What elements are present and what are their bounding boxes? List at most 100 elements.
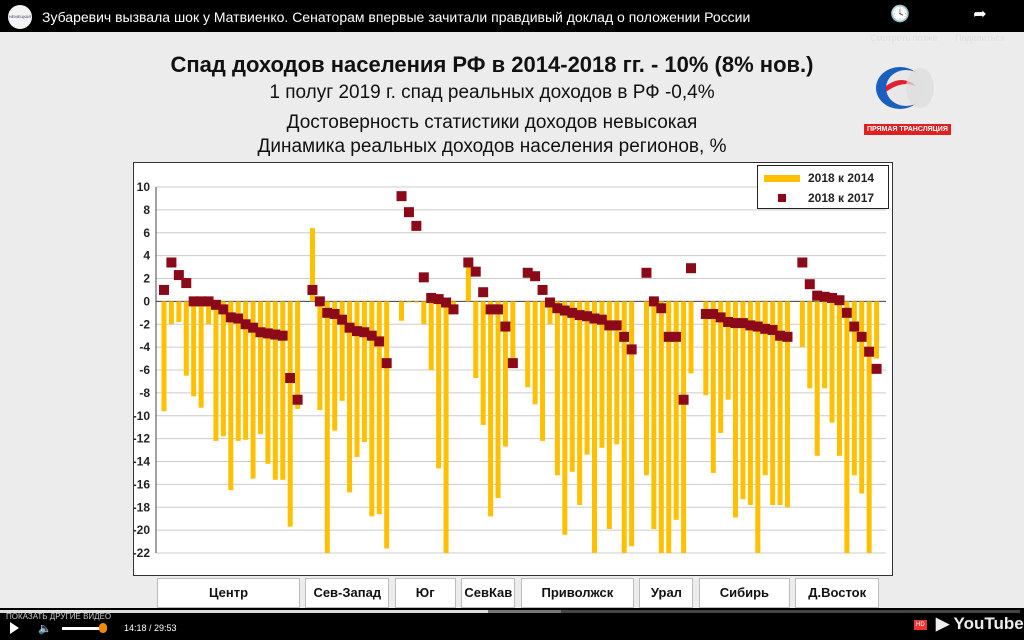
point [834, 295, 845, 306]
bar [465, 262, 471, 302]
point [159, 284, 169, 295]
point [374, 336, 385, 347]
bar [161, 301, 167, 412]
bar [606, 301, 612, 529]
bar [510, 301, 516, 359]
point [396, 191, 407, 202]
bar [874, 301, 880, 359]
bar [844, 301, 850, 553]
point [255, 327, 266, 338]
channel-avatar[interactable]: НЕМЕЦКАЯ ДОСТОВЕРНОСТЬ [8, 5, 32, 29]
video-title-bar: НЕМЕЦКАЯ ДОСТОВЕРНОСТЬ Зубаревич вызвала… [0, 0, 1024, 43]
bar [562, 301, 568, 535]
bar [569, 301, 575, 472]
y-tick-label: 2 [143, 272, 150, 286]
region-label: Сибирь [698, 578, 790, 608]
bar [592, 301, 598, 553]
y-tick-label: -22 [134, 546, 150, 560]
point [827, 292, 838, 303]
bar [206, 301, 212, 325]
progress-bar[interactable] [0, 610, 1020, 613]
point [663, 331, 674, 342]
bar [621, 301, 627, 553]
bar [421, 301, 427, 325]
share-label: Поделиться [955, 33, 1005, 43]
point [797, 257, 808, 268]
bar [317, 301, 323, 411]
chart-area: 10 8 6 4 2 0 -2 -4 -6 -8 -10 -12 -14 -16 -18 -20 -22 [133, 162, 893, 576]
bar [710, 301, 716, 473]
point [225, 312, 236, 323]
time-display: 14:18 / 29:53 [124, 623, 177, 633]
region-label: Урал [639, 578, 694, 608]
bar [540, 301, 546, 441]
play-button[interactable] [10, 622, 19, 634]
video-title[interactable]: Зубаревич вызвала шок у Матвиенко. Сенат… [42, 9, 751, 25]
bar [265, 301, 271, 464]
point [760, 323, 771, 334]
point [188, 296, 199, 307]
point [849, 321, 860, 332]
bar [658, 301, 664, 553]
point [493, 304, 504, 315]
bar [725, 301, 731, 400]
bar [295, 301, 301, 409]
slide-subtitle: 1 полуг 2019 г. спад реальных доходов в … [269, 82, 715, 103]
point [307, 284, 318, 295]
point [478, 287, 489, 298]
point [270, 329, 281, 340]
show-more-videos[interactable]: ПОКАЗАТЬ ДРУГИЕ ВИДЕО [6, 612, 112, 621]
bar [666, 301, 672, 553]
point [671, 331, 682, 342]
bar [532, 301, 538, 405]
point [596, 314, 607, 325]
watch-later-button[interactable]: 🕓 Смотреть позже [870, 6, 938, 43]
point [433, 294, 444, 305]
bar [643, 301, 649, 476]
point [314, 296, 325, 307]
region-label: Центр [157, 578, 301, 608]
y-tick-label: -12 [134, 432, 150, 446]
point [752, 321, 763, 332]
bar [220, 301, 226, 437]
point [233, 313, 244, 324]
bar [554, 301, 560, 476]
income-dynamics-chart: 10 8 6 4 2 0 -2 -4 -6 -8 -10 -12 -14 -16 -18 -20 -22 [134, 180, 886, 560]
point [678, 394, 689, 405]
region-label: СевКав [461, 578, 516, 608]
hd-badge[interactable]: HD [914, 620, 927, 630]
point [522, 267, 533, 278]
point [500, 321, 511, 332]
bar [480, 301, 486, 425]
bar [859, 301, 865, 494]
point [196, 296, 207, 307]
volume-slider[interactable] [62, 627, 104, 630]
bar [799, 301, 805, 348]
point [203, 296, 214, 307]
youtube-logo[interactable]: ▶ YouTube [936, 614, 1024, 633]
live-broadcast-badge: ПРЯМАЯ ТРАНСЛЯЦИЯ [864, 124, 951, 135]
bar [235, 301, 241, 441]
bar [309, 228, 315, 302]
clock-icon: 🕓 [890, 6, 910, 23]
watch-later-label: Смотреть позже [870, 33, 938, 43]
point [344, 322, 355, 333]
bar [257, 301, 263, 435]
share-button[interactable]: ➦ Поделиться [950, 6, 1010, 43]
point [648, 296, 659, 307]
bar [406, 301, 412, 303]
point [559, 305, 570, 316]
region-label: Приволжск [520, 578, 635, 608]
bar [191, 301, 197, 397]
volume-slider-handle[interactable] [99, 623, 107, 633]
point [611, 320, 622, 331]
bar [332, 301, 338, 431]
bar [770, 301, 776, 505]
point [775, 330, 786, 341]
y-tick-label: 6 [143, 226, 150, 240]
bar [413, 301, 419, 303]
volume-icon[interactable]: 🔈 [38, 623, 52, 635]
point [262, 328, 273, 339]
bar [762, 301, 768, 476]
y-tick-label: 0 [143, 294, 150, 308]
